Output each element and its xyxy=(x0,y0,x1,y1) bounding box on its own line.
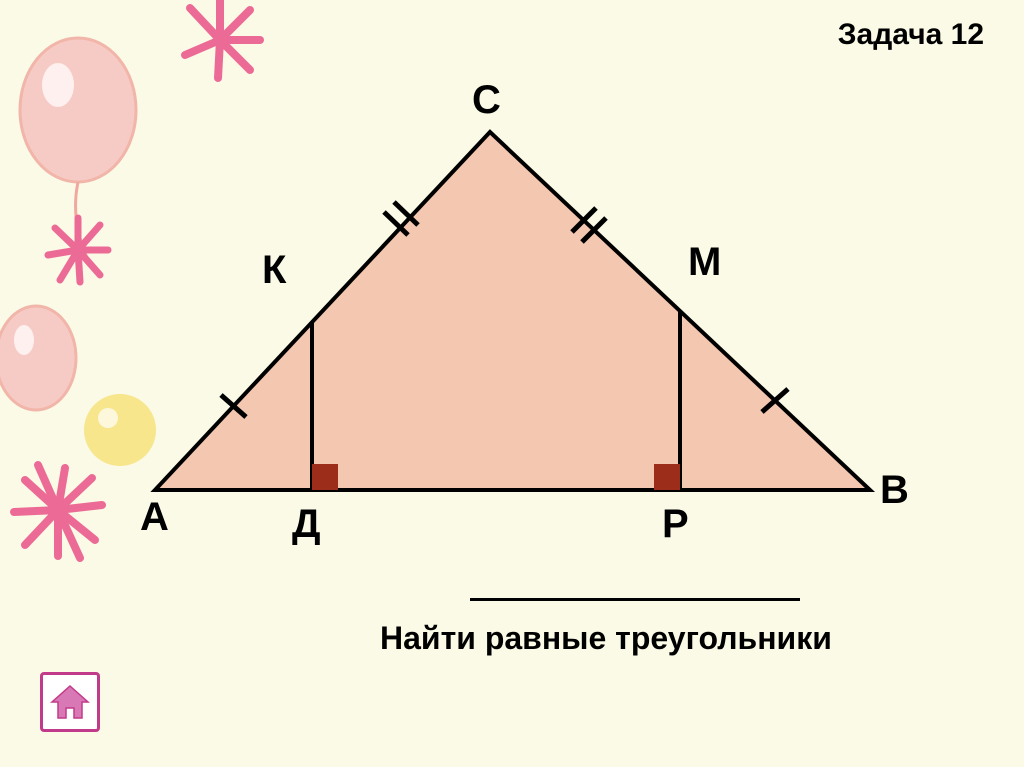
question-text: Найти равные треугольники xyxy=(380,620,832,657)
label-a: А xyxy=(140,495,169,540)
right-angle-d xyxy=(312,464,338,490)
label-d: Д xyxy=(292,502,321,547)
label-c: С xyxy=(472,78,501,123)
label-k: К xyxy=(262,248,286,293)
home-icon xyxy=(48,680,92,724)
label-p: Р xyxy=(662,502,689,547)
label-b: В xyxy=(880,468,909,513)
triangle-abc xyxy=(155,132,870,490)
right-angle-p xyxy=(654,464,680,490)
label-m: М xyxy=(688,240,721,285)
home-button[interactable] xyxy=(40,672,100,732)
answer-blank-line xyxy=(470,598,800,601)
